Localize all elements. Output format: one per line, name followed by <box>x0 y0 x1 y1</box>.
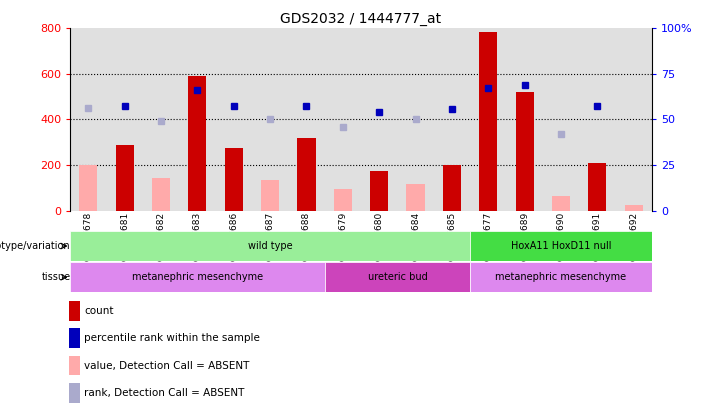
Text: value, Detection Call = ABSENT: value, Detection Call = ABSENT <box>85 360 250 371</box>
Text: genotype/variation: genotype/variation <box>0 241 71 251</box>
Text: tissue: tissue <box>41 272 71 282</box>
Bar <box>443 165 461 211</box>
Text: count: count <box>85 306 114 316</box>
Bar <box>252 28 288 211</box>
Bar <box>615 28 652 211</box>
Bar <box>407 184 425 211</box>
Bar <box>143 28 179 211</box>
Text: metanephric mesenchyme: metanephric mesenchyme <box>496 272 627 282</box>
Bar <box>325 28 361 211</box>
Bar <box>334 189 352 211</box>
Title: GDS2032 / 1444777_at: GDS2032 / 1444777_at <box>280 12 442 26</box>
Bar <box>69 383 80 403</box>
Bar <box>434 28 470 211</box>
Bar <box>470 231 652 261</box>
Bar <box>325 262 470 292</box>
Text: HoxA11 HoxD11 null: HoxA11 HoxD11 null <box>511 241 611 251</box>
Bar <box>69 356 80 375</box>
Bar <box>543 28 579 211</box>
Bar <box>515 92 533 211</box>
Bar <box>479 32 498 211</box>
Bar <box>552 196 570 211</box>
Bar <box>588 163 606 211</box>
Bar <box>470 28 506 211</box>
Bar <box>297 138 315 211</box>
Text: rank, Detection Call = ABSENT: rank, Detection Call = ABSENT <box>85 388 245 398</box>
Bar <box>70 28 107 211</box>
Bar <box>79 165 97 211</box>
Text: wild type: wild type <box>247 241 292 251</box>
Bar <box>361 28 397 211</box>
Bar <box>70 262 325 292</box>
Bar <box>107 28 143 211</box>
Bar <box>261 180 279 211</box>
Bar <box>506 28 543 211</box>
Bar <box>216 28 252 211</box>
Bar <box>152 177 170 211</box>
Text: percentile rank within the sample: percentile rank within the sample <box>85 333 260 343</box>
Bar <box>288 28 325 211</box>
Bar <box>370 171 388 211</box>
Text: metanephric mesenchyme: metanephric mesenchyme <box>132 272 263 282</box>
Bar <box>70 231 470 261</box>
Bar <box>470 262 652 292</box>
Text: ureteric bud: ureteric bud <box>367 272 427 282</box>
Bar <box>189 76 207 211</box>
Bar <box>179 28 216 211</box>
Bar <box>69 301 80 321</box>
Bar <box>116 145 134 211</box>
Bar <box>397 28 434 211</box>
Bar <box>224 148 243 211</box>
Bar <box>69 328 80 348</box>
Bar <box>579 28 615 211</box>
Bar <box>625 205 643 211</box>
